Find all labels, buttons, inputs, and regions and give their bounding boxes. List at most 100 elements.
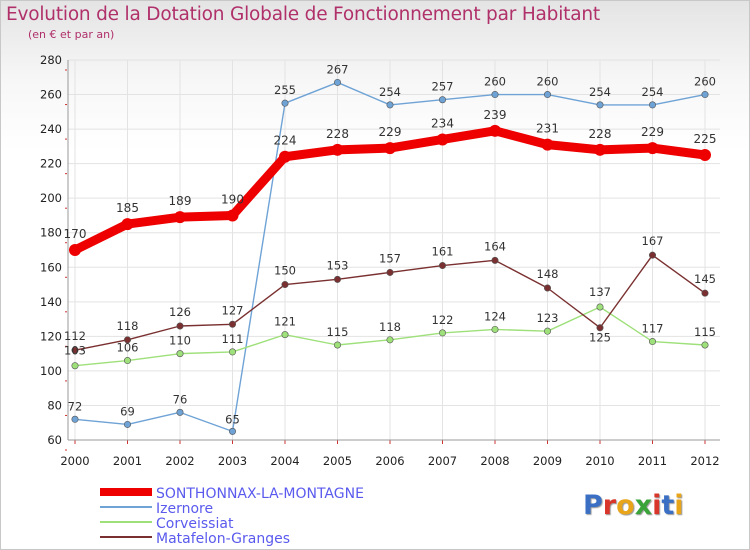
data-label: 157: [379, 251, 401, 265]
y-tick-label: 280: [40, 53, 62, 67]
data-label: 122: [432, 313, 454, 327]
y-tick-label: 80: [47, 398, 62, 412]
logo-letter: o: [616, 490, 635, 521]
data-label: 121: [274, 315, 296, 329]
data-label: 185: [116, 201, 139, 215]
data-point: [541, 138, 554, 151]
data-label: 167: [642, 234, 664, 248]
data-label: 115: [694, 325, 716, 339]
data-point: [438, 329, 446, 337]
y-tick-label: 200: [40, 191, 62, 205]
data-point: [124, 420, 132, 428]
data-label: 229: [379, 125, 402, 139]
data-point: [438, 262, 446, 270]
x-tick-label: 2006: [375, 454, 404, 468]
data-point: [333, 275, 341, 283]
data-label: 260: [537, 75, 559, 89]
proxiti-logo: Proxiti: [583, 490, 684, 521]
data-label: 110: [169, 334, 191, 348]
data-label: 239: [484, 108, 507, 122]
data-point: [71, 415, 79, 423]
data-label: 148: [537, 267, 559, 281]
y-tick-label: 180: [40, 226, 62, 240]
data-label: 127: [222, 303, 244, 317]
data-label: 257: [432, 80, 454, 94]
data-point: [701, 91, 709, 99]
x-tick-label: 2010: [585, 454, 614, 468]
data-label: 267: [327, 62, 349, 76]
data-point: [124, 357, 132, 365]
data-point: [699, 149, 711, 161]
data-point: [646, 142, 659, 155]
x-tick-label: 2007: [428, 454, 457, 468]
data-point: [229, 348, 237, 356]
data-label: 164: [484, 239, 506, 253]
data-label: 231: [536, 122, 559, 136]
data-label: 112: [64, 329, 86, 343]
legend-label: Izernore: [156, 501, 213, 517]
legend-label: Corveissiat: [156, 516, 234, 532]
data-point: [71, 346, 79, 354]
data-label: 137: [589, 285, 611, 299]
logo-letter: x: [634, 490, 653, 521]
data-label: 229: [641, 125, 664, 139]
data-label: 228: [589, 127, 612, 141]
chart-title: Evolution de la Dotation Globale de Fonc…: [6, 4, 600, 25]
data-point: [648, 101, 656, 109]
x-tick-label: 2003: [218, 454, 247, 468]
data-label: 254: [589, 85, 611, 99]
data-label: 76: [173, 392, 188, 406]
data-point: [594, 143, 606, 156]
data-point: [281, 99, 289, 107]
logo-letter: i: [652, 490, 662, 521]
data-point: [176, 350, 184, 358]
data-label: 117: [642, 322, 664, 336]
data-label: 115: [327, 325, 349, 339]
data-point: [333, 341, 341, 349]
data-label: 118: [379, 320, 401, 334]
y-tick-label: 100: [40, 364, 62, 378]
data-label: 260: [484, 75, 506, 89]
data-label: 72: [68, 399, 83, 413]
data-point: [438, 96, 446, 104]
data-point: [281, 331, 289, 339]
data-point: [121, 218, 134, 231]
data-point: [331, 143, 344, 156]
data-point: [596, 324, 604, 332]
x-tick-label: 2001: [113, 454, 142, 468]
y-tick-label: 220: [40, 157, 62, 171]
data-label: 126: [169, 305, 191, 319]
data-label: 254: [642, 85, 664, 99]
data-point: [279, 150, 291, 163]
data-point: [701, 289, 709, 297]
data-point: [491, 325, 499, 333]
y-tick-label: 140: [40, 295, 62, 309]
data-label: 150: [274, 264, 296, 278]
x-tick-label: 2008: [480, 454, 509, 468]
data-point: [386, 101, 394, 109]
logo-letter: P: [583, 490, 603, 521]
logo-letter: t: [661, 490, 675, 521]
data-point: [491, 256, 499, 264]
data-label: 106: [117, 341, 139, 355]
x-tick-label: 2009: [533, 454, 562, 468]
data-label: 225: [694, 132, 717, 146]
data-label: 224: [274, 134, 297, 148]
data-point: [124, 336, 132, 344]
data-point: [176, 408, 184, 416]
data-label: 260: [694, 75, 716, 89]
data-point: [281, 281, 289, 289]
data-point: [386, 336, 394, 344]
x-tick-label: 2000: [60, 454, 89, 468]
logo-letter: i: [674, 490, 684, 521]
logo-letter: r: [602, 490, 617, 521]
data-point: [229, 427, 237, 435]
data-label: 234: [431, 116, 454, 130]
x-tick-label: 2004: [270, 454, 299, 468]
x-tick-label: 2012: [690, 454, 719, 468]
data-label: 228: [326, 127, 349, 141]
y-tick-label: 260: [40, 88, 62, 102]
data-point: [648, 338, 656, 346]
data-point: [543, 327, 551, 335]
